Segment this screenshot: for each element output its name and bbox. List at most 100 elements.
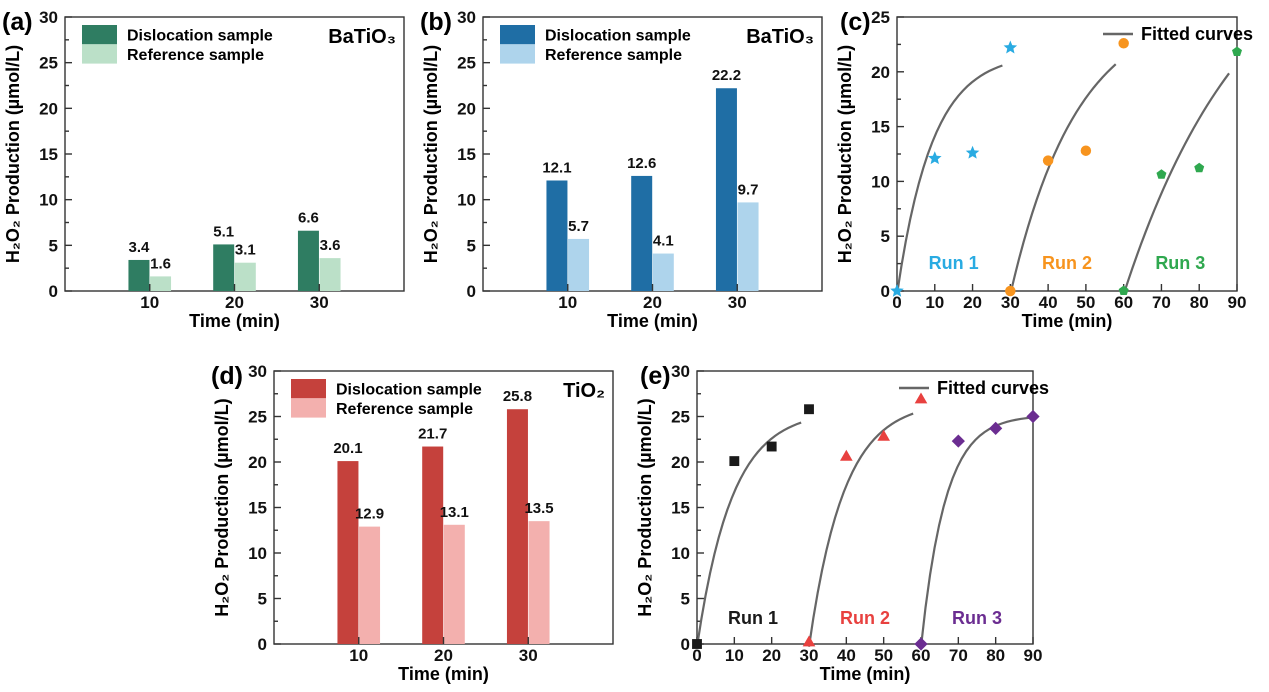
svg-text:(b): (b) bbox=[420, 8, 452, 36]
svg-text:21.7: 21.7 bbox=[418, 426, 447, 443]
svg-text:10: 10 bbox=[558, 293, 577, 312]
svg-text:Time (min): Time (min) bbox=[1022, 311, 1113, 331]
svg-text:(e): (e) bbox=[640, 362, 671, 390]
svg-text:Fitted curves: Fitted curves bbox=[1141, 24, 1253, 44]
svg-text:Time (min): Time (min) bbox=[398, 664, 489, 684]
svg-text:10: 10 bbox=[925, 293, 944, 312]
svg-text:25: 25 bbox=[457, 54, 476, 73]
svg-text:3.6: 3.6 bbox=[320, 237, 341, 254]
svg-text:30: 30 bbox=[728, 293, 747, 312]
svg-text:22.2: 22.2 bbox=[712, 67, 741, 84]
svg-text:Time (min): Time (min) bbox=[607, 311, 698, 331]
svg-text:Run 3: Run 3 bbox=[952, 608, 1002, 628]
svg-text:10: 10 bbox=[671, 544, 690, 563]
svg-text:25: 25 bbox=[39, 54, 58, 73]
svg-text:30: 30 bbox=[310, 293, 329, 312]
svg-text:Run 2: Run 2 bbox=[1042, 253, 1092, 273]
svg-text:50: 50 bbox=[1076, 293, 1095, 312]
svg-text:0: 0 bbox=[681, 635, 690, 654]
svg-text:90: 90 bbox=[1228, 293, 1247, 312]
svg-text:20: 20 bbox=[225, 293, 244, 312]
svg-text:20.1: 20.1 bbox=[333, 440, 362, 457]
svg-text:5: 5 bbox=[681, 590, 690, 609]
svg-text:Reference sample: Reference sample bbox=[336, 401, 473, 418]
svg-text:10: 10 bbox=[457, 191, 476, 210]
svg-text:10: 10 bbox=[140, 293, 159, 312]
svg-text:20: 20 bbox=[39, 99, 58, 118]
svg-text:5: 5 bbox=[49, 236, 58, 255]
svg-text:Dislocation sample: Dislocation sample bbox=[127, 28, 273, 45]
svg-text:9.7: 9.7 bbox=[738, 181, 759, 198]
svg-text:30: 30 bbox=[671, 362, 690, 381]
svg-text:30: 30 bbox=[519, 646, 538, 665]
svg-text:13.1: 13.1 bbox=[440, 504, 469, 521]
svg-text:5: 5 bbox=[881, 227, 890, 246]
svg-text:10: 10 bbox=[871, 172, 890, 191]
svg-text:Reference sample: Reference sample bbox=[127, 47, 264, 64]
svg-text:30: 30 bbox=[800, 646, 819, 665]
svg-text:12.9: 12.9 bbox=[355, 506, 384, 523]
svg-text:10: 10 bbox=[39, 191, 58, 210]
svg-text:15: 15 bbox=[871, 118, 890, 137]
svg-text:Run 2: Run 2 bbox=[840, 608, 890, 628]
svg-text:25: 25 bbox=[248, 408, 267, 427]
svg-text:25: 25 bbox=[671, 408, 690, 427]
svg-text:H₂O₂ Production (µmol/L): H₂O₂ Production (µmol/L) bbox=[3, 45, 23, 263]
svg-text:10: 10 bbox=[248, 544, 267, 563]
svg-text:90: 90 bbox=[1024, 646, 1043, 665]
svg-text:12.1: 12.1 bbox=[542, 159, 571, 176]
svg-text:70: 70 bbox=[1152, 293, 1171, 312]
svg-text:(d): (d) bbox=[211, 362, 243, 390]
svg-text:25: 25 bbox=[871, 8, 890, 27]
svg-text:20: 20 bbox=[762, 646, 781, 665]
svg-text:0: 0 bbox=[258, 635, 267, 654]
svg-text:20: 20 bbox=[643, 293, 662, 312]
svg-text:5: 5 bbox=[467, 236, 476, 255]
svg-text:1.6: 1.6 bbox=[150, 255, 171, 272]
svg-text:70: 70 bbox=[949, 646, 968, 665]
svg-text:Time (min): Time (min) bbox=[189, 311, 280, 331]
svg-text:Reference sample: Reference sample bbox=[545, 47, 682, 64]
svg-text:3.4: 3.4 bbox=[129, 239, 151, 256]
svg-text:15: 15 bbox=[39, 145, 58, 164]
svg-text:TiO₂: TiO₂ bbox=[563, 380, 605, 402]
svg-text:40: 40 bbox=[837, 646, 856, 665]
svg-text:Run 1: Run 1 bbox=[728, 608, 778, 628]
svg-text:5: 5 bbox=[258, 590, 267, 609]
svg-text:20: 20 bbox=[871, 63, 890, 82]
svg-text:80: 80 bbox=[986, 646, 1005, 665]
svg-text:H₂O₂ Production (µmol/L): H₂O₂ Production (µmol/L) bbox=[421, 45, 441, 263]
svg-text:3.1: 3.1 bbox=[235, 242, 256, 259]
svg-text:Fitted curves: Fitted curves bbox=[937, 378, 1049, 398]
svg-text:Dislocation sample: Dislocation sample bbox=[336, 382, 482, 399]
svg-text:10: 10 bbox=[725, 646, 744, 665]
svg-text:12.6: 12.6 bbox=[627, 155, 656, 172]
svg-text:BaTiO₃: BaTiO₃ bbox=[746, 26, 814, 48]
svg-text:30: 30 bbox=[248, 362, 267, 381]
svg-text:15: 15 bbox=[248, 499, 267, 518]
svg-text:(a): (a) bbox=[2, 8, 33, 36]
svg-text:40: 40 bbox=[1039, 293, 1058, 312]
svg-text:20: 20 bbox=[248, 453, 267, 472]
svg-text:Dislocation sample: Dislocation sample bbox=[545, 28, 691, 45]
svg-text:6.6: 6.6 bbox=[298, 210, 319, 227]
svg-text:0: 0 bbox=[467, 282, 476, 301]
svg-text:15: 15 bbox=[671, 499, 690, 518]
svg-text:15: 15 bbox=[457, 145, 476, 164]
svg-text:Run 1: Run 1 bbox=[929, 253, 979, 273]
svg-text:4.1: 4.1 bbox=[653, 233, 674, 250]
svg-text:20: 20 bbox=[457, 99, 476, 118]
svg-text:30: 30 bbox=[39, 8, 58, 27]
svg-text:10: 10 bbox=[349, 646, 368, 665]
svg-text:25.8: 25.8 bbox=[503, 388, 532, 405]
svg-text:H₂O₂ Production (µmol/L): H₂O₂ Production (µmol/L) bbox=[635, 398, 655, 616]
svg-text:(c): (c) bbox=[840, 8, 871, 36]
svg-text:20: 20 bbox=[963, 293, 982, 312]
svg-text:30: 30 bbox=[457, 8, 476, 27]
svg-text:5.1: 5.1 bbox=[213, 223, 234, 240]
svg-text:0: 0 bbox=[49, 282, 58, 301]
svg-text:H₂O₂ Production (µmol/L): H₂O₂ Production (µmol/L) bbox=[835, 45, 855, 263]
svg-text:80: 80 bbox=[1190, 293, 1209, 312]
svg-text:Run 3: Run 3 bbox=[1155, 253, 1205, 273]
svg-text:5.7: 5.7 bbox=[568, 218, 589, 235]
